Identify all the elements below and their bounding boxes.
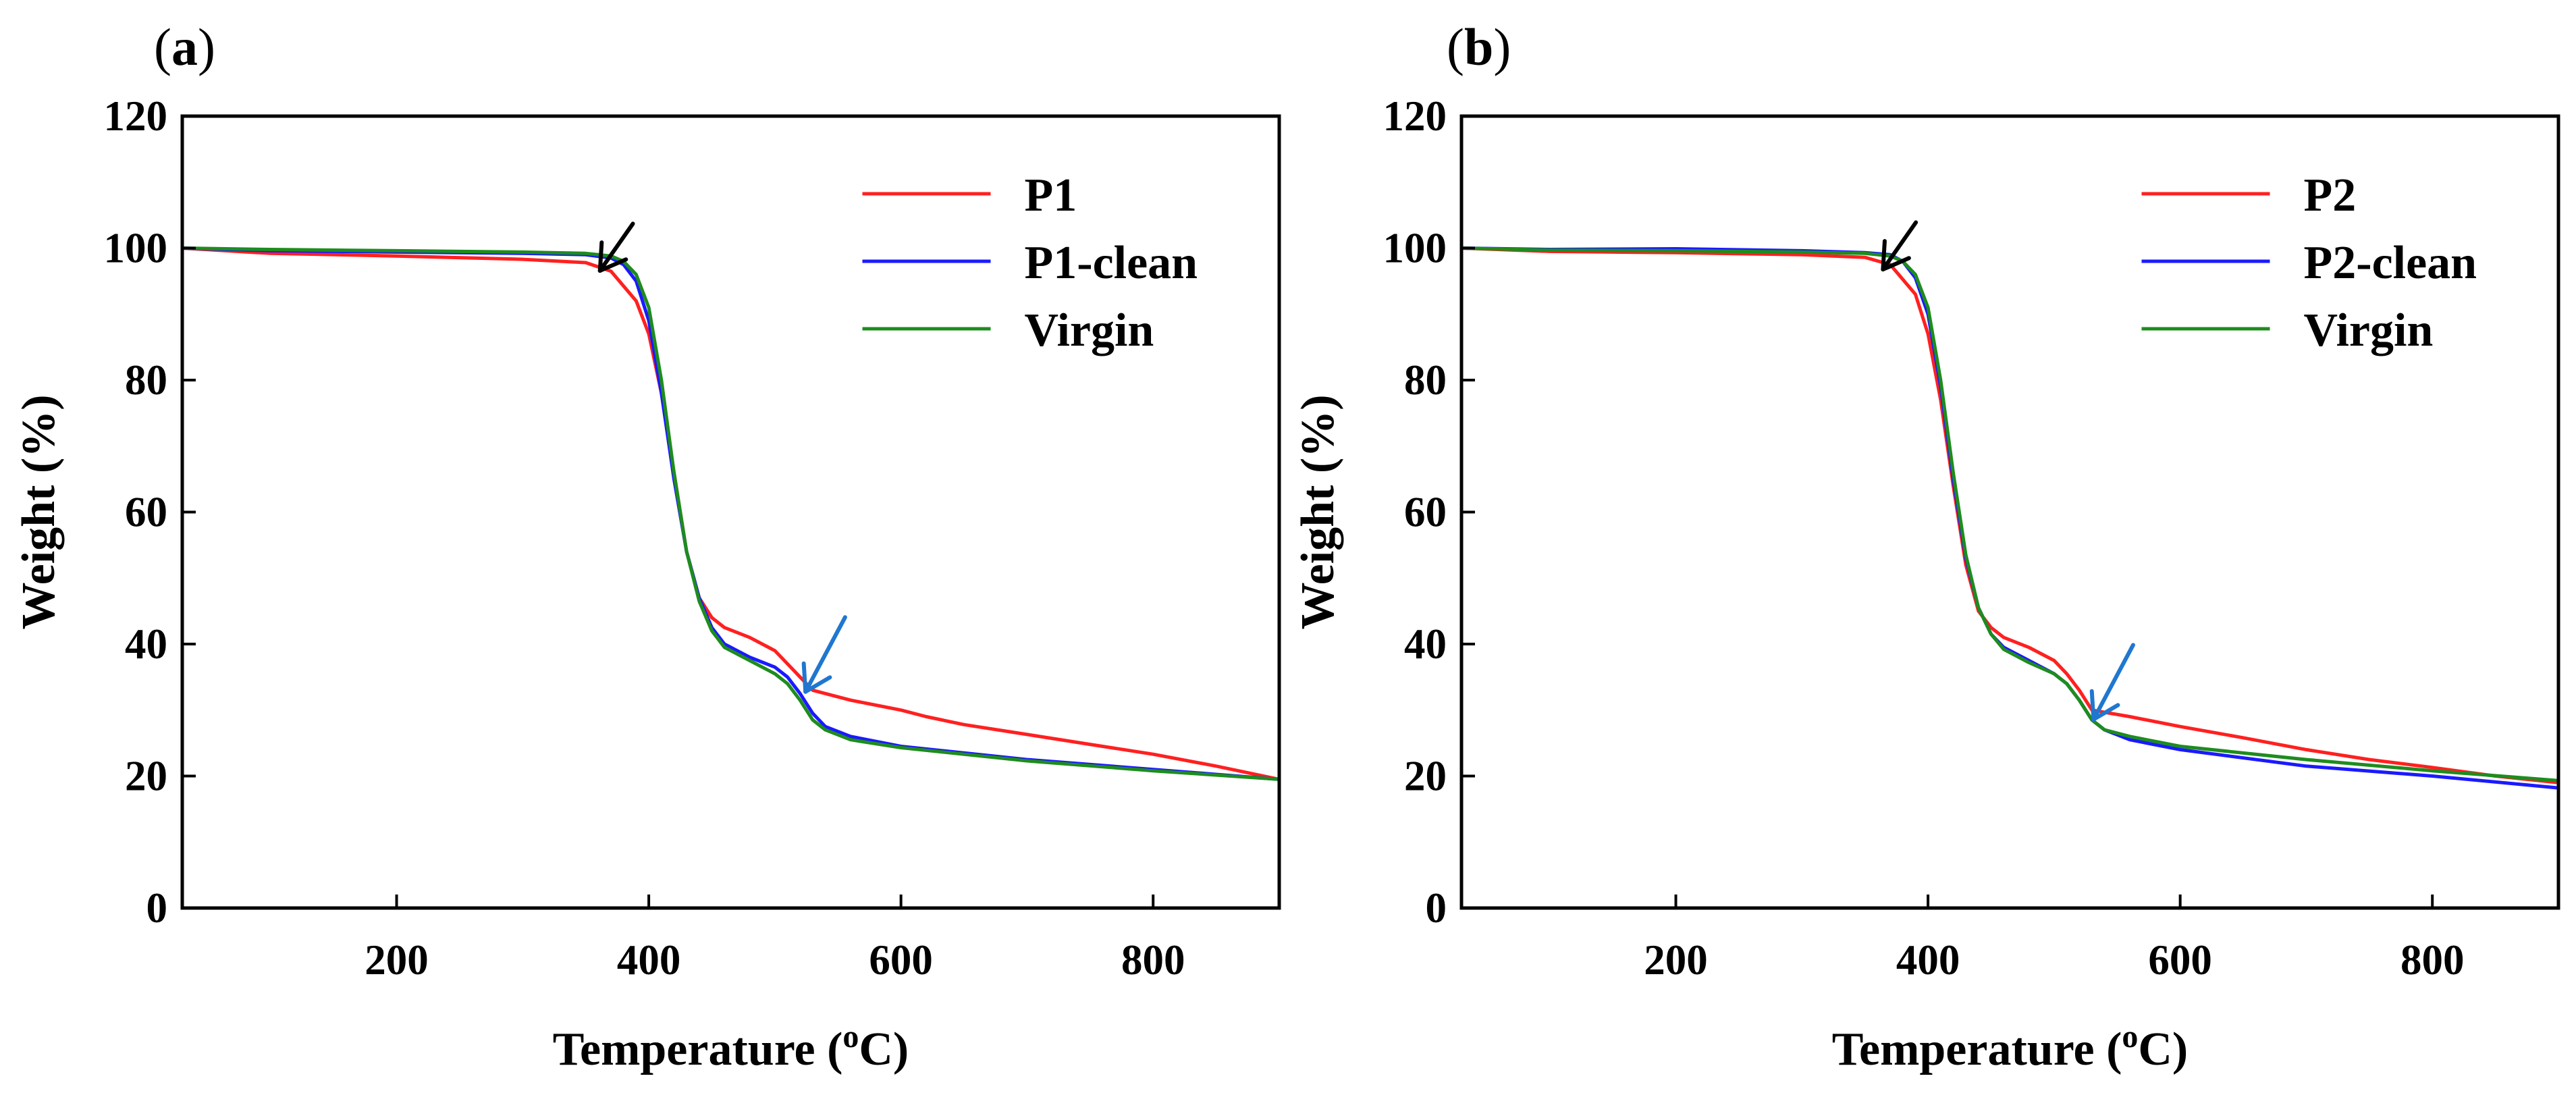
y-tick-label-20: 20	[1404, 753, 1447, 800]
legend-label-p2: P2	[2304, 169, 2357, 221]
legend-label-p1: P1	[1025, 169, 1077, 221]
y-tick-label-100: 100	[1383, 225, 1447, 272]
x-tick-label-800: 800	[1121, 936, 1185, 984]
y-axis-label: Weight (%)	[13, 394, 65, 629]
annotation-arrow-1	[1881, 220, 1918, 272]
y-tick-label-0: 0	[1426, 884, 1447, 932]
y-tick-label-20: 20	[125, 753, 167, 800]
axis-ticks: 0 20 40 60 80 100 120 200 400 600 800	[104, 92, 1185, 984]
chart-panel-b: (b) 0 20 40 60 80 100 120 200 400 600 800 P2 P2-cle…	[1292, 18, 2560, 1076]
y-tick-label-80: 80	[1404, 356, 1447, 404]
annotations	[597, 221, 847, 694]
legend-label-virgin: Virgin	[2304, 304, 2434, 356]
y-tick-label-60: 60	[1404, 489, 1447, 536]
series-line-virgin	[1461, 246, 2558, 782]
legend-label-virgin: Virgin	[1025, 304, 1154, 356]
y-axis-label: Weight (%)	[1292, 394, 1344, 629]
legend-label-p1-clean: P1-clean	[1025, 237, 1198, 289]
series-line-virgin	[182, 246, 1279, 781]
y-tick-label-40: 40	[1404, 620, 1447, 668]
y-tick-label-100: 100	[104, 225, 168, 272]
x-tick-label-600: 600	[2148, 936, 2212, 984]
axis-ticks: 0 20 40 60 80 100 120 200 400 600 800	[1383, 92, 2465, 984]
x-axis-label: Temperature (oC)	[1832, 1019, 2189, 1076]
annotation-arrow-2	[801, 615, 847, 694]
y-tick-label-60: 60	[125, 489, 167, 536]
y-tick-label-120: 120	[1383, 92, 1447, 140]
panel-label-a: (a)	[154, 18, 215, 76]
plot-area-frame	[1459, 114, 2560, 910]
annotation-arrow-2	[2089, 643, 2135, 722]
legend: P2 P2-clean Virgin	[2141, 169, 2477, 356]
y-tick-label-120: 120	[104, 92, 168, 140]
x-tick-label-400: 400	[1896, 936, 1960, 984]
series-group	[1461, 246, 2558, 790]
series-line-p2	[1461, 246, 2558, 784]
y-tick-label-80: 80	[125, 356, 167, 404]
x-tick-label-400: 400	[617, 936, 681, 984]
y-tick-label-40: 40	[125, 620, 167, 668]
x-tick-label-200: 200	[1644, 936, 1708, 984]
x-axis-label: Temperature (oC)	[553, 1019, 909, 1076]
y-tick-label-0: 0	[146, 884, 168, 932]
x-tick-label-600: 600	[869, 936, 933, 984]
annotations	[1881, 220, 2135, 722]
x-tick-label-200: 200	[365, 936, 429, 984]
legend: P1 P1-clean Virgin	[862, 169, 1198, 356]
annotation-arrow-1	[597, 221, 635, 273]
legend-label-p2-clean: P2-clean	[2304, 237, 2477, 289]
panel-label-b: (b)	[1447, 18, 1511, 76]
chart-panel-a: (a) 0 20 40 60 80 100 120 200 400 600 800 P1 P1-cle…	[13, 18, 1281, 1076]
plot-area-frame	[180, 114, 1281, 910]
x-tick-label-800: 800	[2400, 936, 2465, 984]
